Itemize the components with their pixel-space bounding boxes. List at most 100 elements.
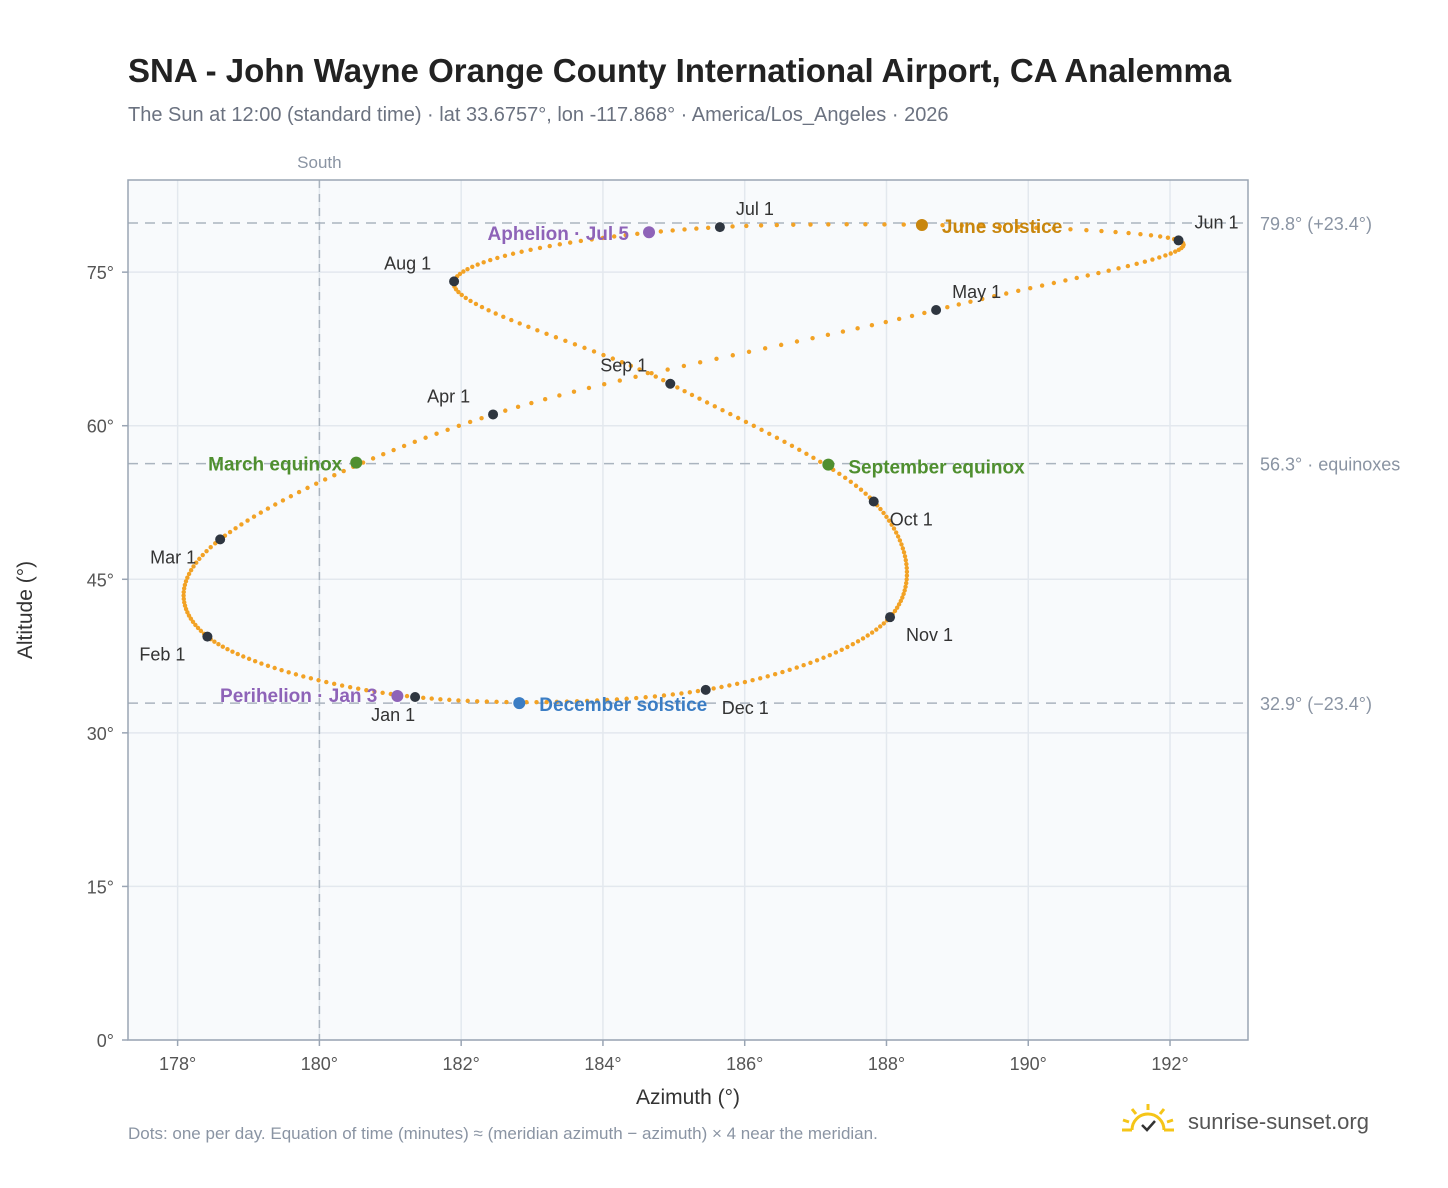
daily-sun-dot [889, 522, 894, 527]
daily-sun-dot [903, 584, 908, 589]
y-axis-label: Altitude (°) [14, 561, 37, 659]
daily-sun-dot [901, 222, 906, 227]
daily-sun-dot [331, 681, 337, 687]
month-marker-label: Jul 1 [736, 199, 774, 219]
daily-sun-dot [194, 560, 199, 565]
event-markers: March equinox June solstice September equi… [208, 217, 1062, 716]
daily-sun-dot [940, 222, 945, 228]
daily-sun-dot [1148, 233, 1154, 238]
daily-sun-dot [704, 400, 710, 405]
daily-sun-dot [445, 427, 450, 432]
daily-sun-dot [537, 245, 543, 251]
daily-sun-dot [370, 456, 376, 461]
daily-sun-dot [897, 538, 903, 543]
month-marker [885, 612, 896, 623]
daily-sun-dot [423, 435, 428, 440]
daily-sun-dot [183, 606, 189, 612]
daily-sun-dot [895, 534, 901, 539]
daily-sun-dot [649, 370, 654, 376]
daily-sun-dot [833, 650, 839, 655]
event-marker [643, 226, 656, 239]
daily-sun-dot [380, 690, 385, 696]
brand[interactable]: sunrise-sunset.org [1118, 1102, 1369, 1142]
daily-sun-dot [980, 296, 985, 302]
event-marker [822, 458, 835, 471]
month-marker-label: Nov 1 [906, 625, 953, 645]
daily-sun-dot [633, 374, 638, 380]
daily-sun-dot [245, 518, 250, 523]
daily-sun-dot [504, 699, 509, 705]
daily-sun-dot [959, 223, 965, 228]
daily-sun-dot [612, 234, 617, 239]
chart-title: SNA - John Wayne Orange County Internati… [128, 52, 1232, 89]
daily-sun-dot [220, 644, 226, 649]
daily-sun-dot [1063, 278, 1068, 283]
y-tick-label: 45° [87, 570, 114, 590]
daily-sun-dot [381, 452, 386, 457]
daily-sun-dot [316, 678, 321, 683]
daily-sun-dot [186, 571, 192, 577]
daily-sun-dot [1172, 249, 1178, 254]
daily-sun-dot [1142, 259, 1148, 264]
daily-sun-dot [225, 646, 230, 652]
daily-sun-dot [904, 577, 909, 582]
daily-sun-dot [604, 697, 610, 703]
month-marker-label: Feb 1 [139, 645, 185, 665]
daily-sun-dot [535, 328, 540, 333]
daily-sun-dot [182, 600, 187, 605]
daily-sun-dot [296, 489, 302, 495]
daily-sun-dot [1034, 225, 1039, 230]
daily-sun-dot [314, 481, 319, 486]
daily-sun-dot [687, 690, 693, 695]
month-markers: Jan 1 Feb 1 Mar 1 Apr 1 May 1 Jun 1 Jul 1 Aug 1… [139, 199, 1238, 725]
daily-sun-dot [1165, 235, 1171, 240]
daily-sun-dot [265, 506, 271, 511]
daily-sun-dot [810, 335, 815, 341]
month-marker [700, 684, 711, 695]
daily-sun-dot [547, 243, 552, 249]
x-tick-label: 178° [159, 1054, 196, 1074]
daily-sun-dot [347, 684, 353, 690]
daily-sun-dot [848, 479, 853, 484]
daily-sun-dot [619, 360, 625, 365]
month-marker [665, 378, 676, 389]
daily-sun-dot [1039, 283, 1045, 288]
month-marker [410, 692, 421, 703]
daily-sun-dot [356, 686, 361, 691]
daily-sun-dot [465, 266, 470, 272]
daily-sun-dot [544, 699, 549, 705]
month-marker-label: May 1 [952, 282, 1001, 302]
daily-sun-dot [572, 342, 578, 347]
daily-sun-dot [182, 603, 188, 608]
daily-sun-dot [886, 518, 892, 523]
daily-sun-dot [468, 298, 473, 304]
daily-sun-dot [589, 237, 594, 242]
daily-sun-dot [901, 550, 907, 555]
daily-sun-dot [728, 411, 733, 417]
daily-sun-dot [251, 514, 257, 519]
axes: 178° 180° 182° 184° 186° 188° 190° 192° 0° 15° 30°… [87, 263, 1189, 1074]
daily-sun-dot [412, 439, 417, 445]
daily-sun-dot [909, 313, 915, 319]
daily-sun-dot [844, 222, 849, 227]
daily-sun-dot [730, 224, 735, 229]
daily-sun-dot [858, 487, 864, 492]
daily-sun-dot [557, 242, 563, 247]
month-marker [449, 276, 460, 287]
daily-sun-dot [486, 308, 491, 313]
daily-sun-dot [526, 324, 531, 330]
month-marker-label: Apr 1 [427, 386, 470, 406]
daily-sun-dot [839, 647, 844, 652]
daily-sun-dot [837, 471, 842, 477]
daily-sun-dot [808, 222, 813, 227]
daily-sun-dot [341, 468, 346, 474]
daily-sun-dot [904, 565, 909, 571]
daily-sun-dot [324, 679, 329, 685]
daily-sun-dot [475, 262, 480, 267]
daily-sun-dot [635, 231, 640, 237]
daily-sun-dot [968, 299, 973, 304]
daily-sun-dot [503, 408, 508, 413]
daily-sun-dot [623, 232, 628, 238]
daily-sun-dot [881, 621, 886, 626]
daily-sun-dot [670, 692, 676, 697]
